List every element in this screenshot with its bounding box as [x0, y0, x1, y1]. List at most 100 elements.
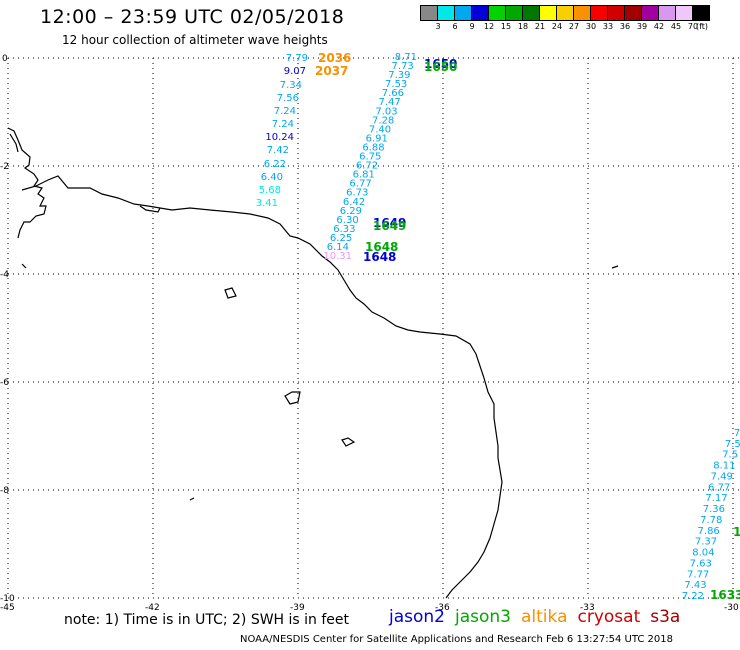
legend-swatches [420, 5, 710, 21]
swh-value: 7.24 [274, 106, 296, 117]
legend-tick-label: 3 [435, 22, 441, 31]
x-label-39: -39 [290, 603, 305, 613]
legend-swatch [692, 5, 710, 21]
map-subtitle: 12 hour collection of altimeter wave hei… [62, 33, 328, 47]
time-label: 1648 [365, 240, 398, 254]
time-label: 2037 [315, 64, 348, 78]
legend-tick-label: 24 [551, 22, 563, 31]
legend-tick-label: 39 [636, 22, 648, 31]
legend-tick-label: 9 [469, 22, 475, 31]
swh-value: 8.04 [692, 548, 714, 559]
swh-value: 6.91 [366, 133, 388, 144]
legend-tick-label: 12 [483, 22, 495, 31]
swh-value: 7.42 [267, 145, 289, 156]
legend-tick-label: 6 [452, 22, 458, 31]
swh-value: 6.81 [353, 170, 375, 181]
swh-value: 6.75 [359, 152, 381, 163]
swh-value: 7.56 [277, 93, 299, 104]
swh-value-pink: 10.31 [323, 251, 352, 262]
y-label-8: -8 [0, 486, 9, 496]
swh-value: 6.25 [330, 233, 352, 244]
swh-value: 7.22 [682, 591, 704, 602]
map-title: 12:00 – 23:59 UTC 02/05/2018 [40, 6, 345, 28]
legend-tick-label: 21 [534, 22, 546, 31]
swh-value: 7.77 [687, 569, 709, 580]
time-label: 1633 [710, 588, 740, 602]
swh-value: 7.78 [700, 515, 722, 526]
swh-value: 6.88 [362, 143, 384, 154]
time-label: 1650 [424, 60, 457, 74]
x-label-45: -45 [0, 603, 15, 613]
swh-value: 7.40 [369, 124, 391, 135]
center-track-values: 8.717.737.397.537.667.477.037.287.406.91… [327, 52, 417, 253]
time-label: 1649 [373, 219, 406, 233]
legend-tick-label: 30 [585, 22, 597, 31]
swh-value: 7.34 [280, 80, 302, 91]
swh-value: 6.72 [356, 161, 378, 172]
x-label-30: -30 [724, 603, 739, 613]
swh-value: 7.79 [286, 53, 308, 64]
swh-value: 3.41 [256, 198, 278, 209]
x-label-33: -33 [580, 603, 595, 613]
swh-value: 5.68 [259, 185, 281, 196]
west-track-values: 7.79 9.07 7.34 7.56 7.24 7.24 10.24 7.42… [256, 53, 308, 209]
footer-note: note: 1) Time is in UTC; 2) SWH is in fe… [64, 612, 350, 628]
swh-value: 6.77 [708, 482, 730, 493]
swh-value: 8.11 [713, 461, 735, 472]
legend-tick-label: 27 [568, 22, 580, 31]
map-grid [7, 57, 740, 599]
legend-tick-label: (ft) [695, 22, 709, 31]
y-label-6: -6 [0, 378, 9, 388]
time-label: 2036 [318, 51, 351, 65]
satellite-altika: altika [521, 607, 568, 627]
swh-value: 7.17 [705, 493, 727, 504]
legend-tick-label: 18 [517, 22, 529, 31]
swh-value: 7.28 [372, 115, 394, 126]
legend-tick-label: 36 [619, 22, 631, 31]
swh-value: 7.37 [695, 537, 717, 548]
swh-value: 6.29 [340, 206, 362, 217]
legend-tick-labels: 3 6 9 12 15 18 21 24 27 30 33 36 39 42 45 70 (ft) [421, 21, 710, 33]
swh-value: 7.86 [698, 526, 720, 537]
satellite-legend: jason2 jason3 altika cryosat s3a [389, 607, 690, 627]
legend-tick-label: 42 [653, 22, 665, 31]
swh-value: 7.03 [375, 106, 397, 117]
credit-line: NOAA/NESDIS Center for Satellite Applica… [240, 634, 673, 645]
swh-value: 6.42 [343, 197, 365, 208]
swh-value: 7.5 [725, 439, 740, 450]
swh-value: 6.14 [327, 242, 349, 253]
axis-labels: 0 -2 -4 -6 -8 -10 -45 -42 -39 -36 -33 -3… [0, 54, 739, 613]
legend-tick-label: 33 [602, 22, 614, 31]
swh-value: 7.39 [388, 70, 410, 81]
time-label: 1649 [373, 216, 406, 230]
legend-tick-label: 45 [670, 22, 682, 31]
swh-value: 8.71 [395, 52, 417, 63]
swh-value: 7. [734, 428, 740, 439]
east-track-values: 67.7.57.58.117.496.777.177.367.787.867.3… [682, 417, 740, 602]
time-label: 1650 [424, 57, 457, 71]
swh-value: 7.24 [272, 119, 294, 130]
swh-value: 6.40 [261, 172, 283, 183]
y-label-2: -2 [0, 162, 9, 172]
swh-value: 9.07 [284, 66, 306, 77]
swh-value: 7.53 [385, 79, 407, 90]
satellite-cryosat: cryosat [577, 607, 641, 627]
swh-value: 7.47 [379, 97, 401, 108]
legend-tick-label: 15 [500, 22, 512, 31]
swh-value: 6.30 [336, 215, 358, 226]
time-label: 1 [733, 525, 740, 539]
color-legend: 3 6 9 12 15 18 21 24 27 30 33 36 39 42 45 70 (ft) [420, 5, 710, 33]
swh-value: 6.33 [333, 224, 355, 235]
swh-value: 7.63 [690, 558, 712, 569]
y-label-4: -4 [0, 270, 9, 280]
swh-value: 10.24 [265, 132, 294, 143]
satellite-s3a: s3a [650, 607, 681, 627]
x-label-36: -36 [435, 603, 450, 613]
legend-tick-label: 70 [687, 22, 699, 31]
satellite-jason3: jason3 [455, 607, 511, 627]
x-label-42: -42 [145, 603, 160, 613]
swh-value: 6.77 [349, 179, 371, 190]
swh-value: 7.66 [382, 88, 404, 99]
swh-value: 7.36 [703, 504, 725, 515]
